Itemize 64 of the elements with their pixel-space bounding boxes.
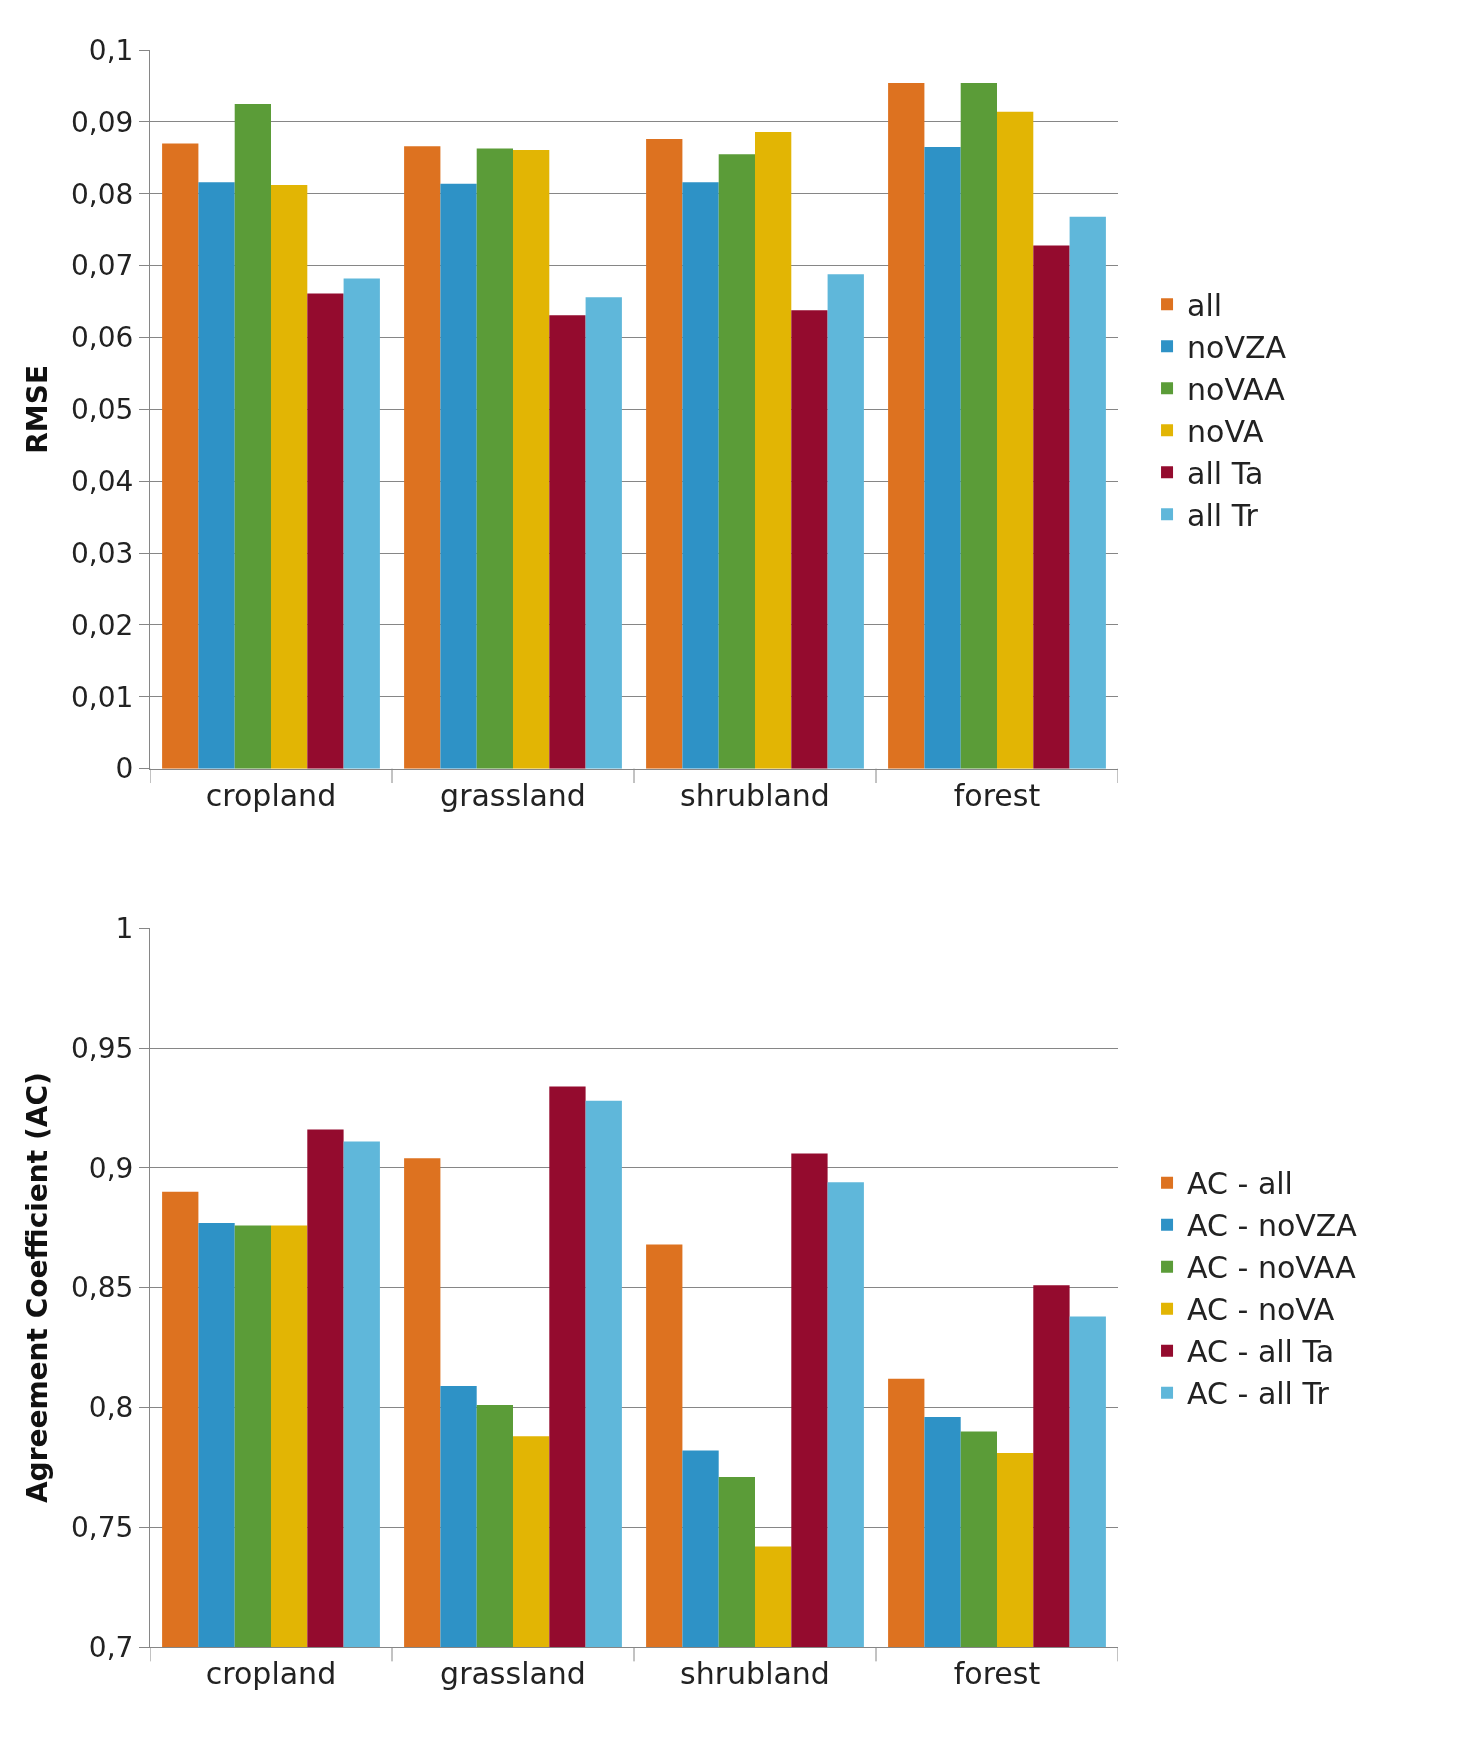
- bar: [585, 297, 622, 769]
- bar: [718, 154, 755, 769]
- y-tick-label: 0,95: [71, 1031, 134, 1065]
- x-tick-label: grassland: [440, 777, 586, 813]
- legend-label: all Tr: [1187, 498, 1259, 534]
- y-tick-label: 0,02: [71, 608, 134, 642]
- y-tick-label: 0: [115, 752, 134, 786]
- y-tick-label: 0,9: [88, 1151, 134, 1185]
- bar: [755, 131, 792, 769]
- bar: [234, 103, 271, 769]
- y-tick-label: 0,8: [88, 1391, 134, 1425]
- y-axis-title: Agreement Coefficient (AC): [20, 1072, 54, 1504]
- bar: [1033, 245, 1070, 769]
- bar: [440, 183, 477, 769]
- x-tick-label: forest: [953, 777, 1041, 813]
- bar: [271, 185, 308, 769]
- y-tick-label: 0,75: [71, 1511, 134, 1545]
- y-tick-label: 0,06: [71, 321, 134, 355]
- bar: [646, 139, 683, 769]
- bar: [924, 147, 961, 769]
- x-tick-label: cropland: [205, 777, 337, 813]
- y-tick-label: 0,07: [71, 249, 134, 283]
- bar: [513, 149, 550, 769]
- y-tick-label: 1: [115, 912, 134, 946]
- bar: [549, 315, 586, 769]
- legend-label: all: [1187, 288, 1223, 324]
- y-tick-label: 0,1: [88, 33, 134, 67]
- legend-label: AC - all: [1187, 1166, 1293, 1202]
- bar: [791, 310, 828, 769]
- bar: [476, 148, 513, 769]
- y-tick-label: 0,03: [71, 536, 134, 570]
- legend-label: noVZA: [1187, 330, 1287, 366]
- y-tick-label: 0,7: [88, 1630, 134, 1664]
- legend-label: AC - all Ta: [1187, 1334, 1335, 1370]
- y-tick-label: 0,09: [71, 105, 134, 139]
- legend-label: noVA: [1187, 414, 1265, 450]
- bar: [888, 83, 925, 769]
- y-tick-label: 0,01: [71, 680, 134, 714]
- y-tick-label: 0,04: [71, 464, 134, 498]
- bar: [343, 278, 380, 769]
- x-tick-label: shrubland: [680, 777, 830, 813]
- bar: [997, 111, 1034, 769]
- legend-label: all Ta: [1187, 456, 1264, 492]
- legend-label: noVAA: [1187, 372, 1286, 408]
- bar: [827, 274, 864, 769]
- legend-label: AC - noVA: [1187, 1292, 1335, 1328]
- legend-label: AC - all Tr: [1187, 1376, 1330, 1412]
- x-tick-label: shrubland: [680, 1656, 830, 1691]
- legend-label: AC - noVAA: [1187, 1250, 1357, 1286]
- y-tick-label: 0,08: [71, 177, 134, 211]
- bar: [307, 293, 344, 769]
- x-tick-label: grassland: [440, 1656, 586, 1691]
- y-tick-label: 0,85: [71, 1271, 134, 1305]
- bar: [960, 83, 997, 769]
- bar: [682, 182, 719, 769]
- bar: [198, 182, 235, 769]
- x-tick-label: forest: [953, 1656, 1041, 1691]
- bar: [162, 143, 199, 769]
- legend-label: AC - noVZA: [1187, 1208, 1358, 1244]
- bar: [1069, 216, 1106, 769]
- bar: [404, 146, 441, 769]
- x-tick-label: cropland: [205, 1656, 337, 1691]
- y-axis-title: RMSE: [20, 364, 54, 454]
- y-tick-label: 0,05: [71, 393, 134, 427]
